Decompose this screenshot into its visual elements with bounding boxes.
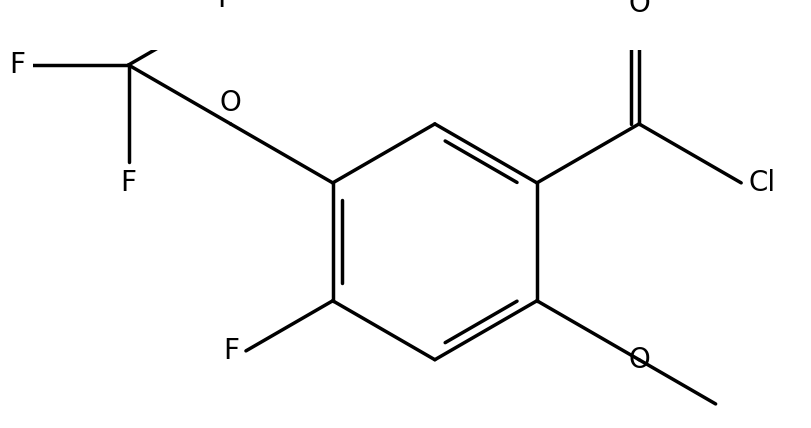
- Text: Cl: Cl: [747, 169, 775, 197]
- Text: F: F: [9, 51, 25, 79]
- Text: O: O: [220, 89, 241, 117]
- Text: F: F: [223, 337, 238, 365]
- Text: O: O: [628, 0, 649, 18]
- Text: F: F: [120, 169, 136, 196]
- Text: F: F: [217, 0, 234, 13]
- Text: O: O: [628, 346, 649, 374]
